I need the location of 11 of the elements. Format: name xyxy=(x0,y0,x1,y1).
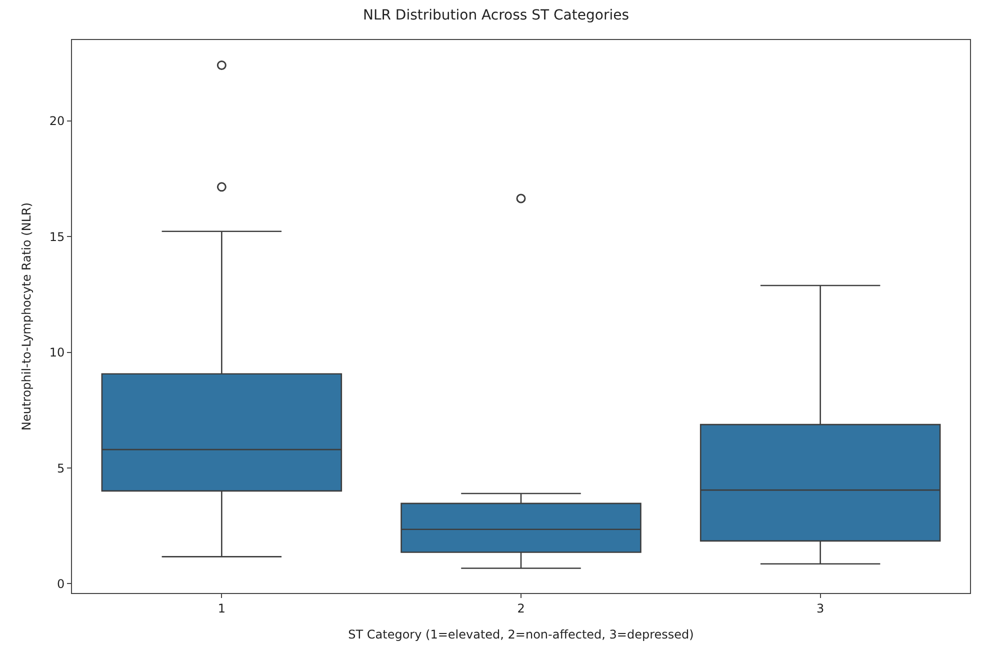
chart-title: NLR Distribution Across ST Categories xyxy=(362,8,630,24)
y-axis-title: Neutrophil-to-Lymphocyte Ratio (NLR) xyxy=(20,202,34,431)
y-tick-label: 10 xyxy=(49,346,65,360)
x-axis-title: ST Category (1=elevated, 2=non-affected, 3=depressed) xyxy=(348,627,694,642)
y-tick-label: 15 xyxy=(49,230,65,244)
x-tick-label: 3 xyxy=(816,601,824,616)
x-tick-label: 2 xyxy=(517,601,525,616)
x-tick-label: 1 xyxy=(218,601,226,616)
y-tick-label: 20 xyxy=(49,114,65,128)
y-tick-label: 0 xyxy=(56,576,65,591)
y-tick-label: 5 xyxy=(56,461,65,476)
